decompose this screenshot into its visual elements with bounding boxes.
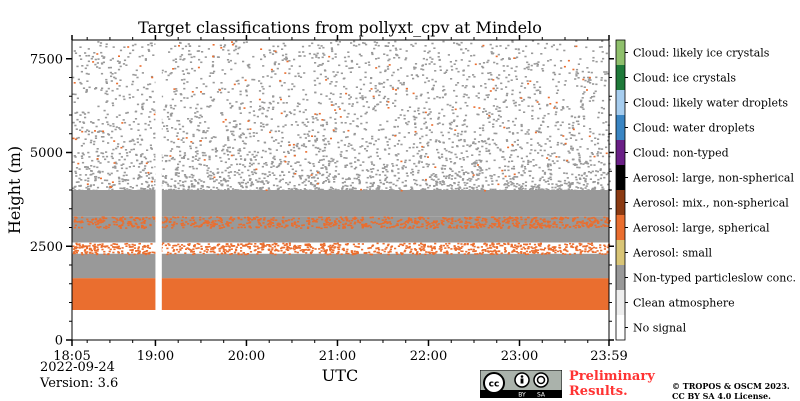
legend-swatch — [616, 290, 625, 315]
x-tick-label: 23:00 — [501, 349, 538, 364]
legend-entry-label: Cloud: likely ice crystals — [633, 47, 770, 60]
legend-swatch — [616, 40, 625, 65]
legend-swatch — [616, 240, 625, 265]
legend-swatch — [616, 215, 625, 240]
x-tick-label: 21:00 — [319, 349, 356, 364]
legend-entry-label: Aerosol: large, spherical — [632, 222, 770, 235]
copyright-notice: © TROPOS & OSCM 2023. CC BY SA 4.0 Licen… — [672, 381, 790, 401]
legend-swatch — [616, 65, 625, 90]
y-tick-label: 7500 — [30, 52, 63, 67]
layer-3 — [72, 216, 609, 242]
y-axis-label: Height (m) — [5, 146, 24, 234]
legend-entry-label: Cloud: ice crystals — [633, 72, 736, 85]
preliminary-notice: Preliminary Results. — [569, 369, 655, 399]
preliminary-line-1: Preliminary — [569, 369, 655, 384]
colorbar-legend: Cloud: likely ice crystals Cloud: ice cry… — [616, 40, 796, 340]
sa-text: SA — [537, 392, 546, 399]
legend-entry-label: Aerosol: mix., non-spherical — [632, 197, 789, 210]
legend-entry-label: Aerosol: small — [632, 247, 712, 260]
chart-title: Target classifications from pollyxt_cpv … — [138, 18, 542, 37]
legend-swatch — [616, 90, 625, 115]
plot-area — [72, 40, 611, 340]
layer-1 — [72, 254, 609, 278]
legend-entry-label: Aerosol: large, non-spherical — [632, 172, 794, 185]
legend-entry-label: Cloud: water droplets — [633, 122, 755, 135]
legend-entry-label: No signal — [633, 322, 687, 335]
legend-swatch — [616, 190, 625, 215]
sa-icon — [534, 373, 548, 387]
legend-swatch — [616, 140, 625, 165]
copyright-line-1: © TROPOS & OSCM 2023. — [672, 381, 790, 391]
y-tick-label: 2500 — [30, 240, 63, 255]
legend-swatch — [616, 265, 625, 290]
legend-swatch — [616, 115, 625, 140]
x-axis-label: UTC — [322, 366, 358, 385]
version-label: Version: 3.6 — [40, 376, 118, 391]
data-gap — [155, 40, 161, 340]
layer-0 — [72, 278, 609, 310]
cc-text: cc — [489, 380, 500, 390]
legend-entry-label: Non-typed particleslow conc. — [633, 272, 796, 285]
layer-5 — [72, 190, 609, 216]
y-tick-label: 5000 — [30, 146, 63, 161]
legend-swatch — [616, 315, 625, 340]
cc-by-sa-badge: cc BY SA — [480, 370, 562, 398]
preliminary-line-2: Results. — [569, 384, 655, 399]
x-tick-label: 19:00 — [137, 349, 174, 364]
x-tick-label: 23:59 — [590, 349, 627, 364]
x-tick-label: 22:00 — [410, 349, 447, 364]
legend-swatch — [616, 165, 625, 190]
date-label: 2022-09-24 — [40, 360, 115, 375]
legend-entry-label: Cloud: likely water droplets — [633, 97, 788, 110]
y-tick-label: 0 — [55, 334, 63, 349]
legend-entry-label: Cloud: non-typed — [633, 147, 729, 160]
by-text: BY — [518, 392, 526, 399]
legend-entry-label: Clean atmosphere — [633, 297, 735, 310]
x-tick-label: 20:00 — [228, 349, 265, 364]
